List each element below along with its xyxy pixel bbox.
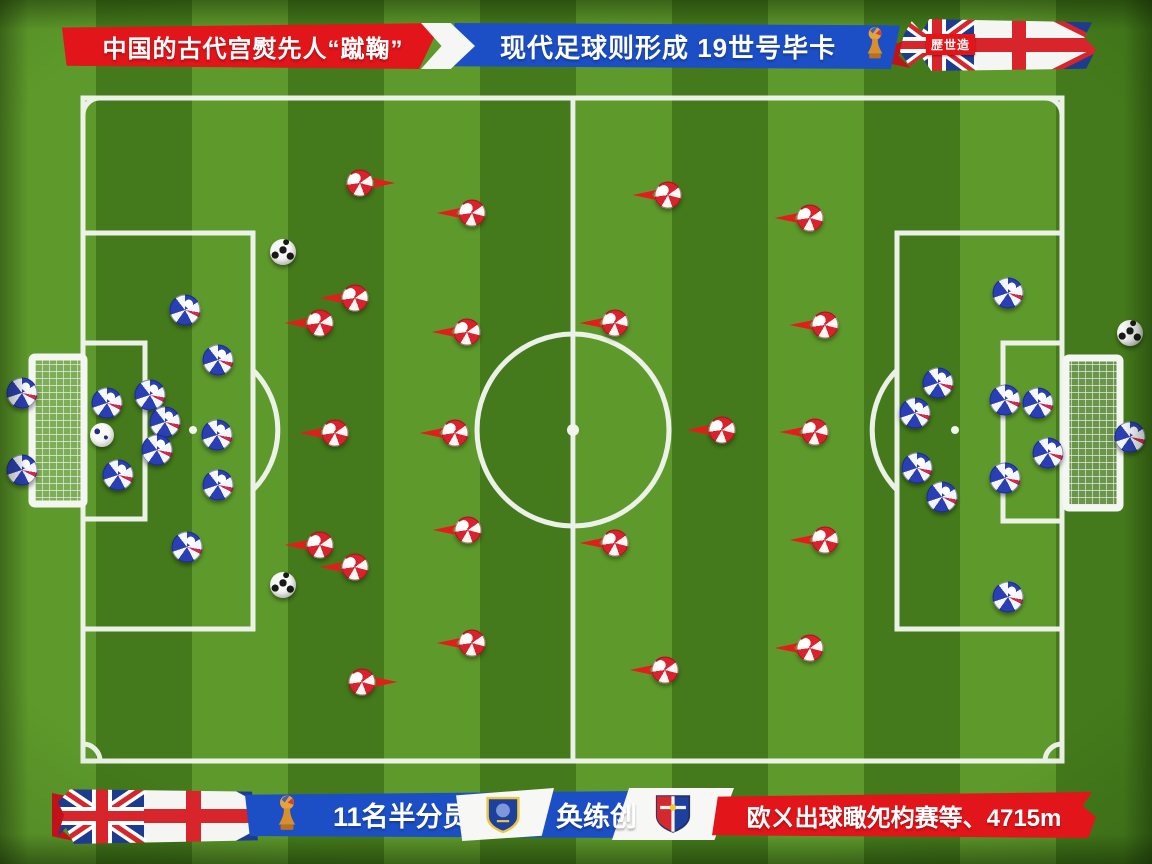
direction-arrow-icon (774, 642, 799, 654)
banner-top-left-text: 中国的古代宫熨先人“蹴鞠” (102, 35, 404, 63)
red-player-marker (774, 204, 824, 232)
world-cup-trophy-icon (867, 27, 883, 59)
uk-flag-ribbon-top: 歴世造 (900, 19, 1096, 71)
blue-ball-marker (992, 277, 1024, 309)
blue-ball-marker (202, 469, 234, 501)
blue-ball-marker (922, 367, 954, 399)
direction-arrow-icon (629, 664, 654, 676)
direction-arrow-icon (371, 177, 396, 189)
direction-arrow-icon (319, 561, 344, 573)
direction-arrow-icon (774, 212, 799, 224)
blue-ball-marker (899, 397, 931, 429)
banner-top-center: 现代足球则形成 19世号毕卡 (448, 23, 900, 69)
blue-ball-marker (1114, 421, 1146, 453)
red-player-marker (436, 629, 486, 657)
direction-arrow-icon (419, 427, 444, 439)
red-player-marker (789, 311, 839, 339)
red-player-marker (629, 656, 679, 684)
direction-arrow-icon (779, 426, 804, 438)
red-player-marker (774, 634, 824, 662)
direction-arrow-icon (436, 207, 461, 219)
blue-ball-marker (6, 454, 38, 486)
red-player-marker (779, 418, 829, 446)
team-crest-red-blue-icon (655, 795, 691, 833)
uk-england-flag-icon (58, 789, 258, 844)
soccer-ball-icon (270, 239, 296, 265)
red-player-marker (346, 169, 396, 197)
world-cup-trophy-icon (278, 795, 296, 830)
blue-ball-marker (149, 406, 181, 438)
blue-ball-marker (169, 294, 201, 326)
pitch-spots (189, 424, 959, 436)
blue-ball-marker (1022, 387, 1054, 419)
blue-ball-marker (171, 531, 203, 563)
direction-arrow-icon (789, 534, 814, 546)
white-ball-marker (90, 423, 114, 447)
blue-ball-marker (201, 419, 233, 451)
blue-ball-marker (901, 452, 933, 484)
trapezoid-badge (612, 788, 734, 840)
banner-bottom-red: 欧ㄨ出球瞰夗枃赛等、4715m (712, 792, 1096, 838)
red-player-marker (319, 553, 369, 581)
red-player-marker (284, 531, 334, 559)
blue-ball-marker (992, 581, 1024, 613)
blue-ball-marker (989, 384, 1021, 416)
direction-arrow-icon (373, 676, 398, 688)
banner-bottom-blue-text: 11名半分员 (333, 802, 470, 832)
red-player-marker (579, 529, 629, 557)
goal-left (28, 353, 88, 508)
flag-label-badge: 歴世造 (926, 34, 976, 55)
red-player-marker (686, 416, 736, 444)
blue-ball-marker (202, 344, 234, 376)
pennant-badge (456, 788, 554, 841)
red-player-marker (789, 526, 839, 554)
goal-right (1062, 354, 1124, 512)
banner-top-center-text: 现代足球则形成 19世号毕卡 (500, 32, 837, 63)
red-player-marker (431, 318, 481, 346)
direction-arrow-icon (436, 637, 461, 649)
uk-flag-ribbon-bottom (58, 789, 258, 844)
red-player-marker (632, 181, 682, 209)
blue-ball-marker (926, 481, 958, 513)
banner-top-left: 中国的古代宫熨先人“蹴鞠” (62, 23, 441, 69)
direction-arrow-icon (299, 427, 324, 439)
team-crest-blue-icon (486, 796, 520, 833)
red-player-marker (432, 516, 482, 544)
red-player-marker (579, 309, 629, 337)
direction-arrow-icon (579, 537, 604, 549)
red-player-marker (319, 284, 369, 312)
blue-ball-marker (989, 462, 1021, 494)
blue-ball-marker (141, 434, 173, 466)
red-player-marker (436, 199, 486, 227)
blue-ball-marker (134, 379, 166, 411)
blue-ball-marker (6, 377, 38, 409)
direction-arrow-icon (579, 317, 604, 329)
bottom-middle-label: 奂练创 (556, 802, 637, 832)
direction-arrow-icon (284, 317, 309, 329)
banner-bottom-blue: 11名半分员 (245, 791, 640, 838)
soccer-ball-icon (270, 572, 296, 598)
direction-arrow-icon (432, 524, 457, 536)
direction-arrow-icon (431, 326, 456, 338)
banner-bottom-red-text: 欧ㄨ出球瞰夗枃赛等、4715m (746, 804, 1062, 832)
direction-arrow-icon (789, 319, 814, 331)
blue-ball-marker (91, 387, 123, 419)
soccer-ball-icon (1117, 320, 1143, 346)
red-player-marker (348, 668, 398, 696)
direction-arrow-icon (632, 189, 657, 201)
direction-arrow-icon (284, 539, 309, 551)
blue-ball-marker (1032, 437, 1064, 469)
red-player-marker (284, 309, 334, 337)
direction-arrow-icon (319, 292, 344, 304)
direction-arrow-icon (686, 424, 711, 436)
red-player-marker (419, 419, 469, 447)
red-player-marker (299, 419, 349, 447)
blue-ball-marker (102, 459, 134, 491)
